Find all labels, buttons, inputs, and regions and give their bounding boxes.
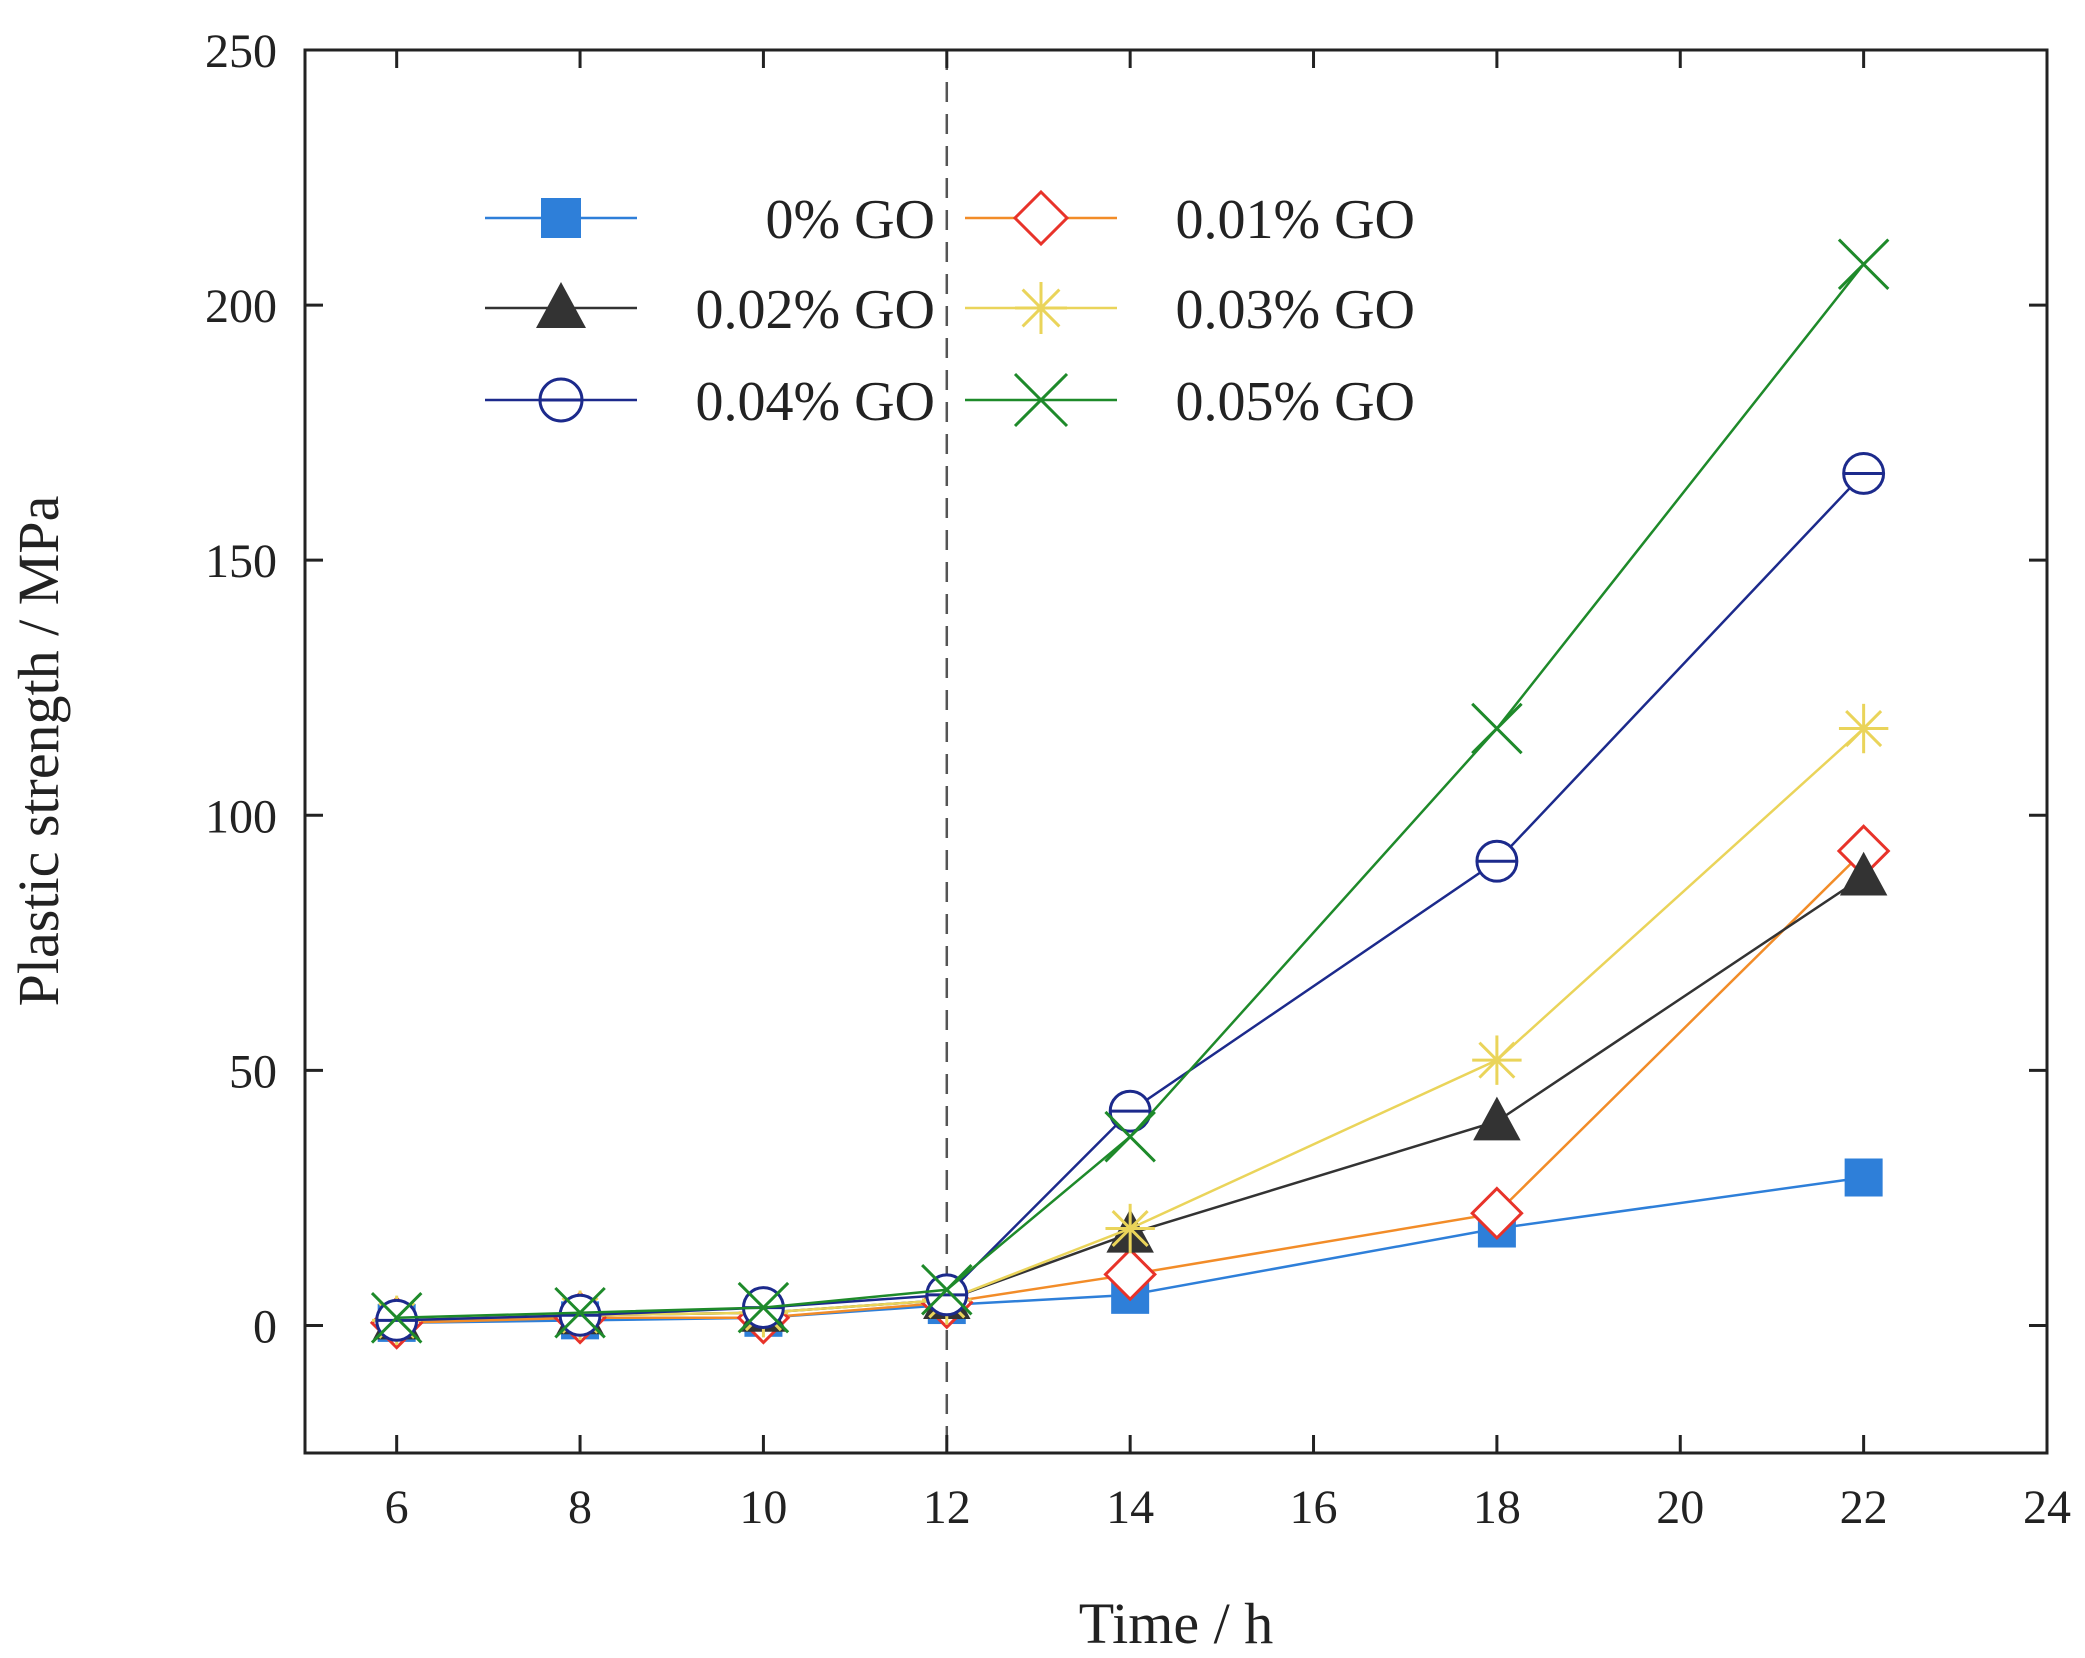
x-stroke [737,1281,790,1334]
series-line [396,263,1865,1320]
x-stroke [921,1263,973,1316]
legend-marker [1012,189,1070,247]
x-stroke [1471,702,1523,755]
x-tick-label: 18 [1473,1481,1521,1534]
y-tick-label: 150 [205,535,277,588]
x-tick-label: 16 [1290,1481,1338,1534]
legend-item: 0% GO [485,189,935,251]
legend-item: 0.03% GO [965,279,1415,341]
series-0-05-go [370,238,1890,1344]
x-tick-label: 20 [1656,1481,1704,1534]
y-axis-title: Plastic strength / MPa [6,496,71,1007]
asterisk-stroke [1845,710,1883,748]
legend-label: 0.01% GO [1175,189,1415,251]
data-point [1473,1096,1521,1141]
data-point [1838,703,1889,754]
data-point [925,1273,969,1317]
legend-marker [1015,282,1067,334]
legend-marker [536,282,586,328]
x-tick-label: 22 [1840,1481,1888,1534]
data-point [370,1292,423,1344]
legend-label: 0.03% GO [1175,279,1415,341]
series-line [396,472,1865,1322]
data-point [1475,839,1519,883]
legend-marker [1013,372,1069,428]
plot-frame [303,48,2049,1455]
asterisk-stroke [1021,288,1061,328]
legend-label: 0.04% GO [695,371,935,433]
asterisk-stroke [1111,1209,1149,1248]
legend-item: 0.02% GO [485,279,935,341]
y-tick-label: 200 [205,280,277,333]
asterisk-stroke [1478,1041,1516,1079]
x-tick-label: 12 [923,1481,971,1534]
x-stroke [554,1286,606,1339]
data-point [1470,1186,1524,1241]
data-point [1108,1089,1152,1133]
data-point [1104,1110,1156,1163]
y-tick-label: 0 [253,1300,277,1353]
x-stroke [1104,1110,1156,1163]
series-0-01-go [369,824,1891,1350]
series-0-03-go [371,703,1889,1346]
legend-item: 0.01% GO [965,189,1415,251]
data-point [1844,1158,1883,1197]
legend-item: 0.04% GO [485,371,935,433]
data-point [1839,851,1888,896]
legend-marker [541,198,581,238]
x-tick-label: 8 [568,1481,592,1534]
data-point [1471,702,1523,755]
data-point [558,1293,602,1337]
y-tick-label: 50 [229,1045,277,1098]
data-point [554,1286,606,1339]
y-tick-label: 100 [205,790,277,843]
data-point [1105,1203,1155,1254]
legend-label: 0% GO [765,189,935,251]
x-axis-ticks: 6 8 10 12 14 16 18 20 22 24 [385,50,2071,1534]
data-point [1103,1247,1157,1302]
x-tick-label: 6 [385,1481,409,1534]
y-axis-ticks: 0 50 100 150 200 250 [205,25,2047,1353]
series-layer [369,238,1891,1350]
x-stroke [370,1292,423,1344]
data-point [921,1263,973,1316]
legend-label: 0.02% GO [695,279,935,341]
x-axis-title: Time / h [1079,1591,1273,1656]
data-point [1842,452,1886,495]
data-point [1472,1035,1522,1085]
x-stroke [1013,372,1069,428]
legend-item: 0.05% GO [965,371,1415,433]
legend: 0% GO 0.01% GO 0.02% GO 0.03% GO 0.04% GO 0.0… [485,189,1415,433]
legend-marker [538,377,584,423]
x-tick-label: 14 [1106,1481,1154,1534]
y-tick-label: 250 [205,25,277,78]
data-point [375,1298,419,1342]
x-stroke [1837,238,1890,291]
legend-label: 0.05% GO [1175,371,1415,433]
x-tick-label: 10 [739,1481,787,1534]
data-point [1837,238,1890,291]
x-tick-label: 24 [2023,1481,2071,1534]
data-point [737,1281,790,1334]
